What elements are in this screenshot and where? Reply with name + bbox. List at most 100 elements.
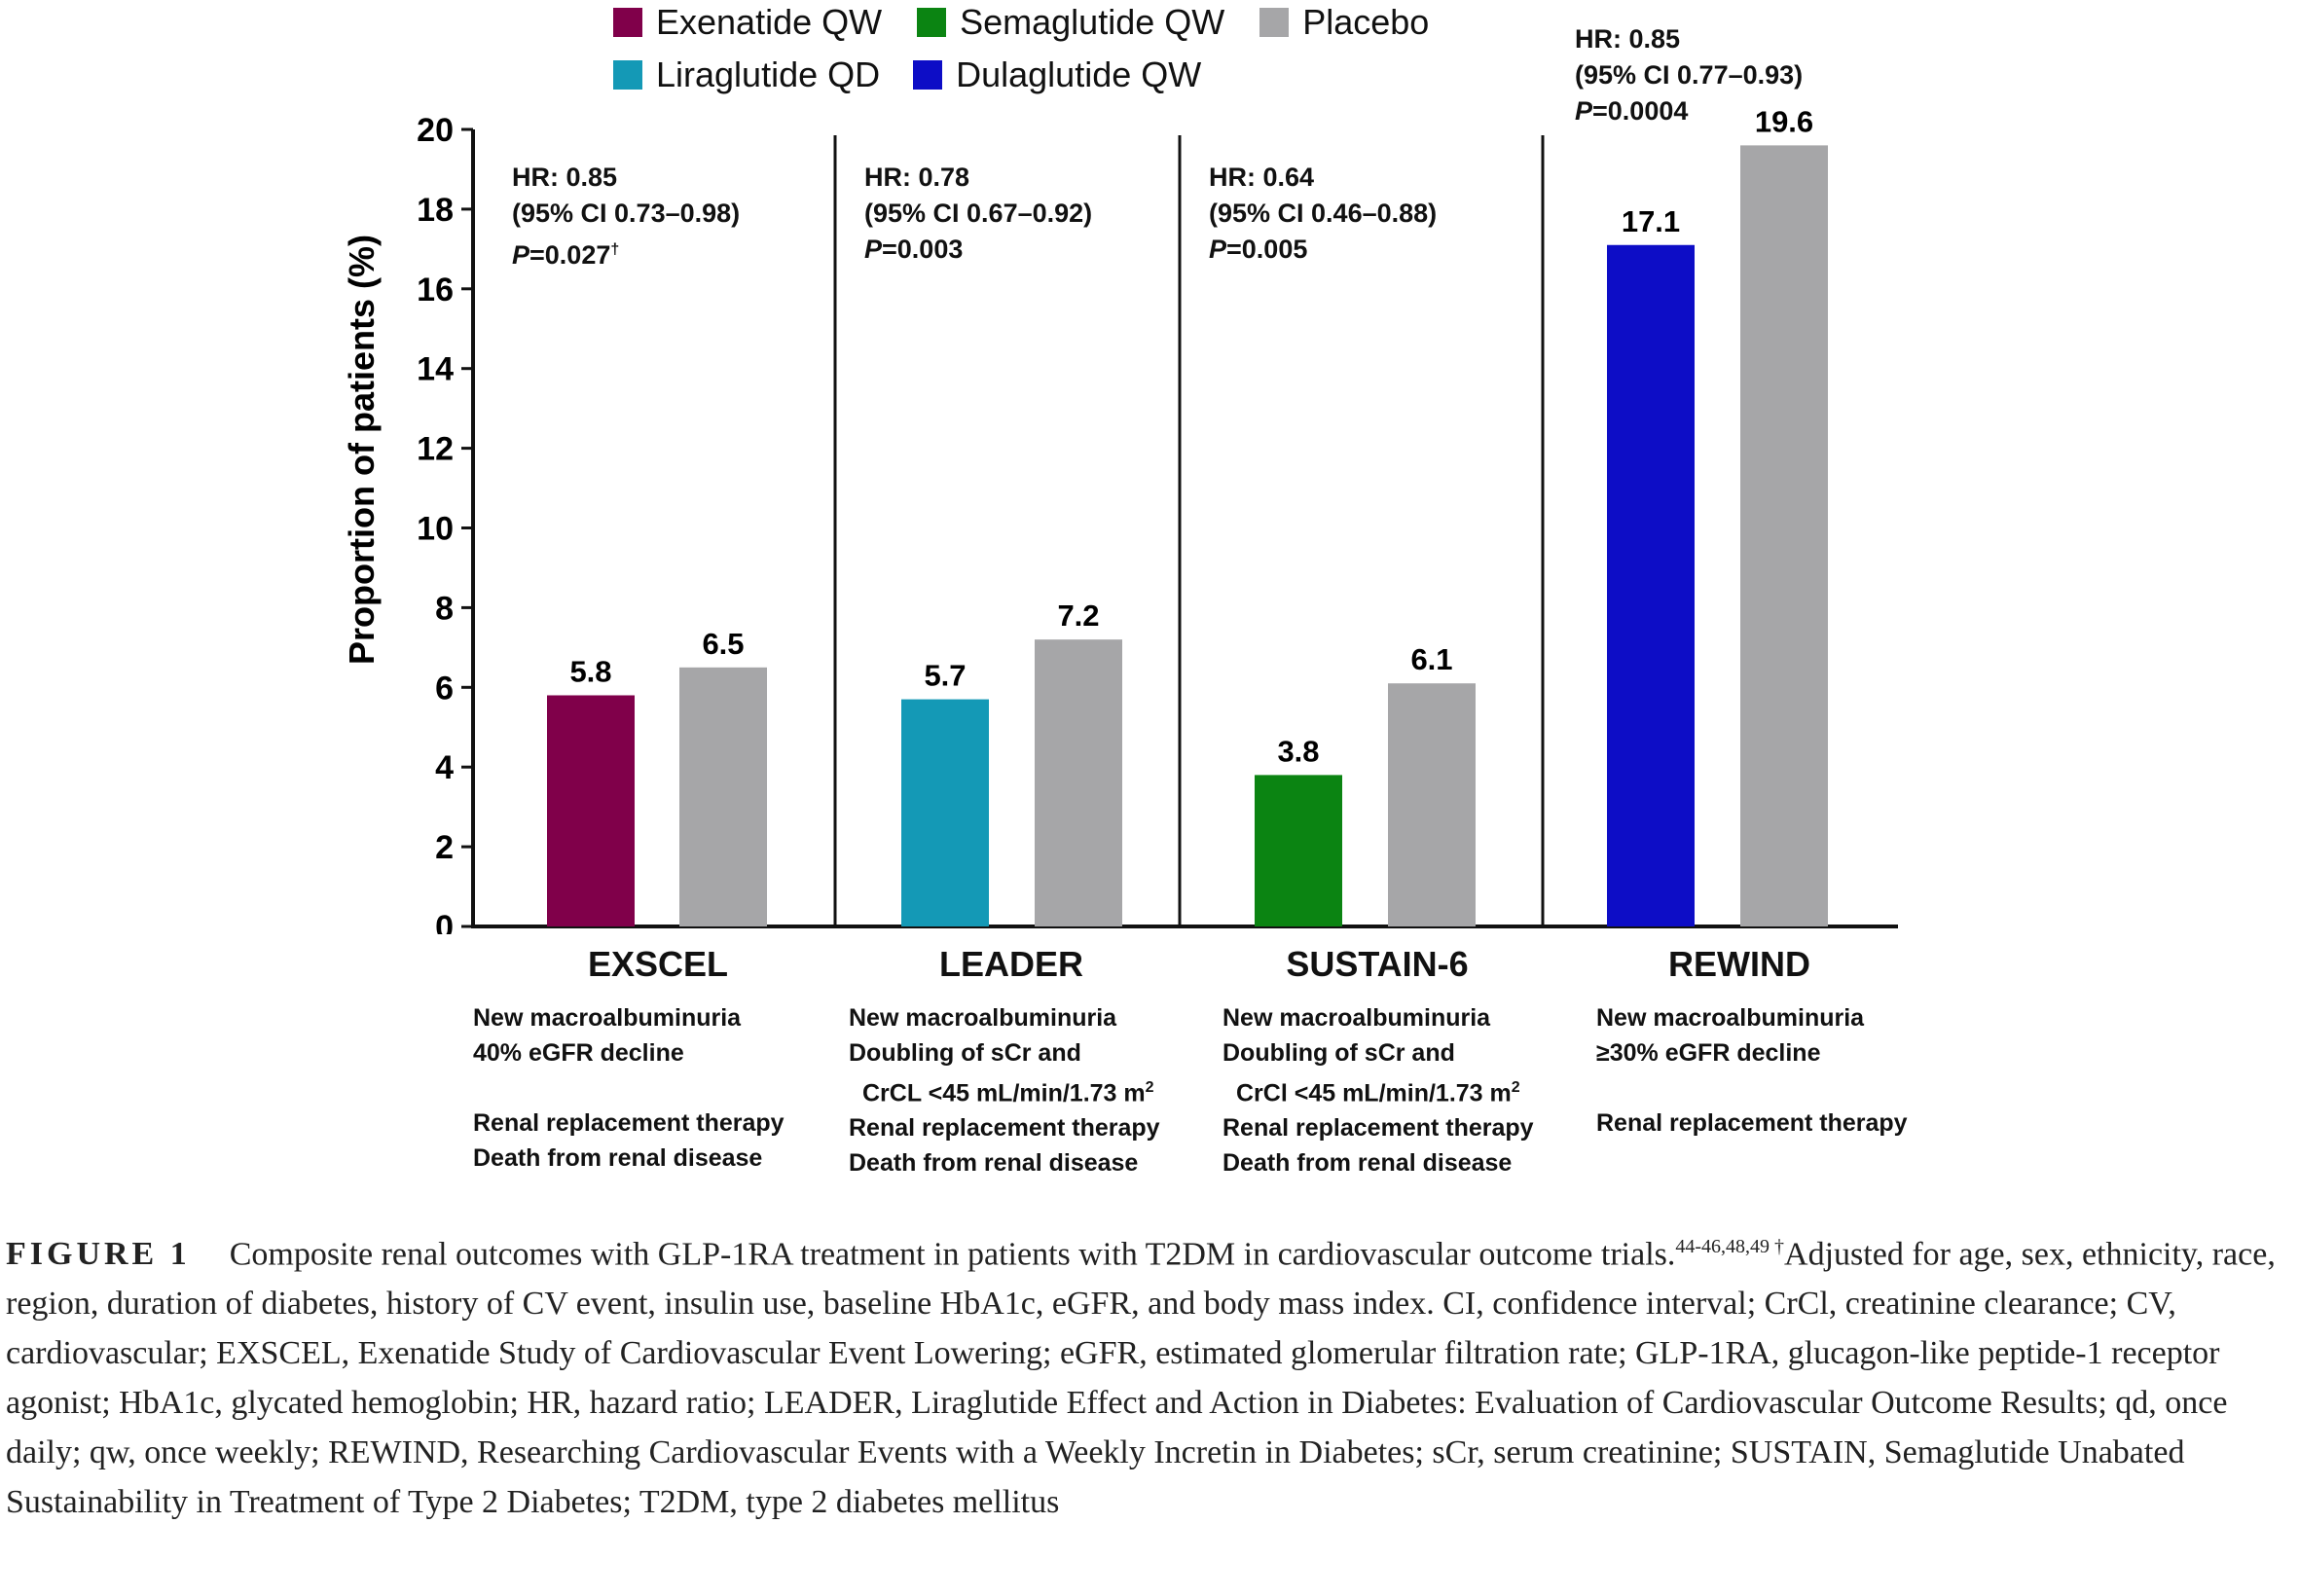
outcome-text: CrCL <45 mL/min/1.73 m [862,1079,1146,1107]
legend-row-1: Exenatide QW Semaglutide QW Placebo [613,2,1464,43]
p-value: =0.0004 [1592,96,1689,126]
outcome-line: Renal replacement therapy [1222,1114,1534,1143]
outcomes-rewind: New macroalbuminuria ≥30% eGFR decline R… [1596,1000,1908,1141]
bar-rewind-placebo [1740,145,1828,926]
outcome-line: Death from renal disease [849,1149,1139,1178]
outcome-line: New macroalbuminuria [849,1004,1117,1032]
group-dividers [833,135,1545,926]
p-symbol: P [864,235,883,264]
legend-swatch-semaglutide [917,8,947,37]
outcome-line: New macroalbuminuria [473,1004,742,1032]
p-symbol: P [1209,235,1227,264]
legend-swatch-dulaglutide [913,60,943,90]
figure-label: FIGURE 1 [6,1236,191,1273]
caption-dagger: † [1770,1236,1785,1257]
hr-value: HR: 0.78 [864,163,970,192]
outcome-line: ≥30% eGFR decline [1596,1039,1821,1067]
bar-chart: Proportion of patients (%) 0 2 4 6 8 10 12 14 16… [342,104,1898,934]
legend-item-dulaglutide: Dulaglutide QW [913,54,1201,95]
trial-name-leader: LEADER [938,944,1083,984]
hr-ci: (95% CI 0.67–0.92) [864,199,1093,228]
y-tick-label: 10 [417,511,454,548]
y-tick-label: 18 [417,192,454,229]
outcome-line: Doubling of sCr and [1222,1039,1455,1067]
p-value: =0.003 [882,235,964,264]
outcome-line: Renal replacement therapy [1596,1109,1908,1137]
figure-caption: FIGURE 1 Composite renal outcomes with GL… [6,1222,2289,1527]
bar-sustain-6-placebo [1388,683,1476,926]
outcome-line: 40% eGFR decline [473,1039,684,1067]
y-tick-label: 2 [435,829,454,866]
bar-value-label: 6.1 [1410,642,1452,676]
outcome-line: Death from renal disease [1222,1149,1513,1178]
y-tick-label: 12 [417,431,454,468]
legend-item-liraglutide: Liraglutide QD [613,54,880,95]
outcome-text: CrCl <45 mL/min/1.73 m [1236,1079,1512,1107]
superscript: 2 [1511,1079,1520,1096]
outcome-line: Renal replacement therapy [849,1114,1160,1143]
outcome-line: CrCL <45 mL/min/1.73 m2 [849,1070,1160,1110]
p-symbol: P [1575,96,1593,126]
hr-p: P=0.003 [864,232,1092,268]
outcome-line [473,1070,785,1106]
bar-value-label: 3.8 [1277,734,1319,768]
hr-p: P=0.027† [512,232,740,273]
p-symbol: P [512,240,530,270]
outcome-line: Doubling of sCr and [849,1039,1081,1067]
legend-label-liraglutide: Liraglutide QD [656,54,881,94]
legend-swatch-placebo [1259,8,1290,37]
y-tick-label: 4 [435,749,454,786]
hr-ci: (95% CI 0.73–0.98) [512,199,741,228]
legend-row-2: Liraglutide QD Dulaglutide QW [613,54,1236,95]
trial-name-exscel: EXSCEL [587,944,729,984]
bar-sustain-6-semaglutide-qw [1255,775,1342,926]
hr-block-exscel: HR: 0.85 (95% CI 0.73–0.98) P=0.027† [512,160,740,273]
bar-leader-placebo [1035,639,1122,926]
hr-block-sustain6: HR: 0.64 (95% CI 0.46–0.88) P=0.005 [1209,160,1437,268]
trial-name-sustain6: SUSTAIN-6 [1286,944,1469,984]
y-tick-label: 14 [417,351,454,388]
trial-name-rewind: REWIND [1668,944,1810,984]
outcome-line: CrCl <45 mL/min/1.73 m2 [1222,1070,1534,1110]
legend-label-dulaglutide: Dulaglutide QW [956,54,1202,94]
legend-label-semaglutide: Semaglutide QW [960,2,1225,42]
y-ticks: 0 2 4 6 8 10 12 14 16 18 20 [417,112,473,934]
outcome-line: Death from renal disease [473,1144,763,1172]
hr-ci: (95% CI 0.46–0.88) [1209,199,1438,228]
bar-value-label: 17.1 [1622,204,1680,238]
legend-swatch-liraglutide [613,60,642,90]
superscript: 2 [1145,1079,1154,1096]
y-axis-label: Proportion of patients (%) [342,235,382,665]
bar-exscel-exenatide-qw [547,695,635,926]
legend-item-semaglutide: Semaglutide QW [917,2,1224,43]
bar-value-label: 7.2 [1057,598,1099,633]
outcome-line [1596,1070,1908,1106]
y-tick-label: 16 [417,272,454,308]
y-tick-label: 20 [417,112,454,149]
y-tick-label: 0 [435,909,454,934]
outcome-line: New macroalbuminuria [1596,1004,1865,1032]
hr-value: HR: 0.64 [1209,163,1315,192]
hr-p: P=0.005 [1209,232,1437,268]
outcome-line: Renal replacement therapy [473,1109,785,1137]
caption-text-2: Adjusted for age, sex, ethnicity, race, … [6,1236,2276,1521]
outcomes-leader: New macroalbuminuria Doubling of sCr and… [849,1000,1160,1180]
bar-value-label: 5.7 [924,659,966,693]
caption-refs: 44-46,48,49 [1675,1236,1770,1257]
legend-item-placebo: Placebo [1259,2,1429,43]
y-tick-label: 6 [435,670,454,707]
outcomes-exscel: New macroalbuminuria 40% eGFR decline Re… [473,1000,785,1176]
bar-value-label: 19.6 [1755,104,1813,138]
p-value: =0.027 [529,240,611,270]
y-tick-label: 8 [435,590,454,627]
hr-ci: (95% CI 0.77–0.93) [1575,60,1804,90]
hr-block-leader: HR: 0.78 (95% CI 0.67–0.92) P=0.003 [864,160,1092,268]
bar-value-labels: 5.8 6.5 5.7 7.2 3.8 6.1 17.1 19.6 [569,104,1813,768]
legend-label-exenatide: Exenatide QW [656,2,883,42]
hr-value: HR: 0.85 [512,163,618,192]
legend-item-exenatide: Exenatide QW [613,2,882,43]
bar-value-label: 6.5 [702,627,744,661]
hr-p: P=0.0004 [1575,93,1803,129]
hr-block-rewind: HR: 0.85 (95% CI 0.77–0.93) P=0.0004 [1575,21,1803,129]
